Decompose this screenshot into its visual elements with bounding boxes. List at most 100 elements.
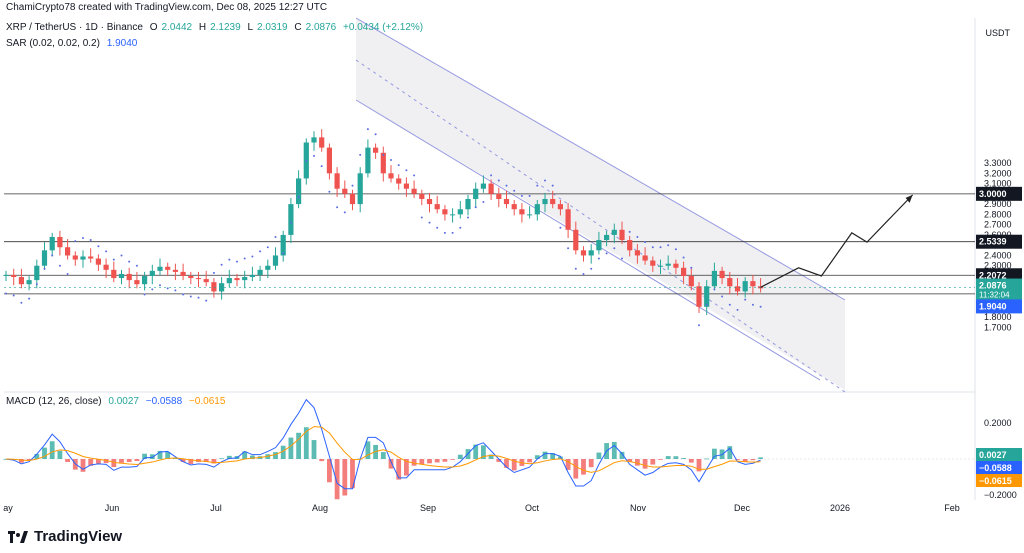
sar-dot <box>328 190 331 193</box>
tradingview-icon <box>8 530 28 543</box>
sar-dot <box>636 235 639 238</box>
sar-dot <box>513 189 516 192</box>
candle-body <box>465 198 471 210</box>
candle-body <box>642 255 648 261</box>
macd-hist-bar <box>596 452 602 459</box>
macd-hist-value: 0.0027 <box>108 396 139 407</box>
macd-hist-bar <box>727 446 733 459</box>
candle-body <box>488 183 494 194</box>
sar-dot <box>405 169 408 172</box>
sar-tag-label: 1.9040 <box>979 301 1007 311</box>
macd-tag-label: −0.0615 <box>979 476 1012 486</box>
sar-dot <box>228 258 231 261</box>
sar-dot <box>74 240 77 243</box>
macd-hist-bar <box>396 459 402 480</box>
last-price-tag <box>976 278 1022 301</box>
sar-dot <box>212 271 215 274</box>
sar-dot <box>621 257 623 260</box>
candle-body <box>249 274 255 278</box>
macd-hist-bar <box>119 459 124 463</box>
candle-body <box>349 193 356 205</box>
sar-dot <box>143 293 146 296</box>
sar-dot <box>505 184 508 187</box>
macd-hist-bar <box>103 459 109 464</box>
candle-body <box>142 276 148 285</box>
sar-dot <box>574 267 577 270</box>
candle-body <box>557 204 563 210</box>
candle-body <box>165 266 171 270</box>
sar-dot <box>289 221 292 224</box>
sar-dot <box>428 221 431 224</box>
sar-dot <box>751 303 754 306</box>
macd-hist-bar <box>288 437 294 459</box>
sar-dot <box>482 201 485 204</box>
candle-body <box>534 204 540 215</box>
macd-hist-bar <box>565 459 571 470</box>
macd-hist-bar <box>165 452 171 459</box>
candle-body <box>26 280 32 285</box>
sar-dot <box>520 194 523 197</box>
sar-dot <box>159 284 161 287</box>
x-tick-label: Nov <box>630 503 647 513</box>
sar-dot <box>713 288 716 291</box>
sar-dot <box>97 245 100 248</box>
macd-hist-bar <box>696 459 702 472</box>
candle-body <box>95 258 101 265</box>
macd-hist-bar <box>411 459 417 466</box>
sar-dot <box>420 216 423 219</box>
candle-body <box>365 147 371 174</box>
sar-dot <box>313 154 315 157</box>
macd-hist-bar <box>365 441 371 459</box>
y-tick-label: 3.1000 <box>984 179 1012 189</box>
candle-body <box>596 240 602 251</box>
macd-hist-bar <box>19 459 24 463</box>
macd-label: MACD (12, 26, close) <box>6 396 102 407</box>
sar-dot <box>251 255 254 258</box>
y-tick-label: 3.3000 <box>984 158 1012 168</box>
candle-body <box>565 209 571 230</box>
sar-dot <box>528 194 531 197</box>
ohlc-l: 2.0319 <box>257 22 288 33</box>
sar-dot <box>667 244 670 247</box>
candle-body <box>673 263 679 268</box>
macd-hist-bar <box>388 459 394 469</box>
candle-body <box>719 270 725 279</box>
macd-line <box>5 398 761 490</box>
macd-hist-bar <box>511 459 517 471</box>
signal-line <box>5 426 761 473</box>
candle-body <box>657 265 664 267</box>
macd-hist-bar <box>280 445 286 459</box>
sar-dot <box>66 272 69 275</box>
macd-hist-bar <box>481 445 486 459</box>
sar-dot <box>728 303 731 306</box>
macd-hist-bar <box>627 459 633 462</box>
macd-tag <box>976 474 1022 487</box>
macd-hist-bar <box>404 459 409 476</box>
candle-body <box>149 270 155 276</box>
macd-hist-bar <box>758 457 763 459</box>
channel-lower-line <box>355 99 821 381</box>
sar-dot <box>28 297 31 300</box>
candle-body <box>665 263 671 266</box>
sar-dot <box>51 254 54 257</box>
macd-hist-bar <box>457 454 463 459</box>
candle-body <box>611 229 617 235</box>
sar-dot <box>567 247 570 250</box>
candle-body <box>57 236 63 248</box>
sar-dot <box>243 257 246 260</box>
macd-hist-bar <box>488 454 494 459</box>
macd-hist-bar <box>311 440 317 459</box>
symbol-label: XRP / TetherUS · 1D · Binance <box>6 22 143 33</box>
candle-body <box>134 280 140 285</box>
x-tick-label: Sep <box>420 503 436 513</box>
macd-hist-bar <box>42 447 47 459</box>
x-tick-label: Jul <box>210 503 222 513</box>
candle-body <box>542 198 548 205</box>
sar-dot <box>128 260 131 263</box>
candle-body <box>527 214 533 216</box>
x-tick-label: Aug <box>312 503 328 513</box>
sar-dot <box>135 264 138 267</box>
candle-body <box>234 278 240 281</box>
sar-dot <box>597 257 600 260</box>
